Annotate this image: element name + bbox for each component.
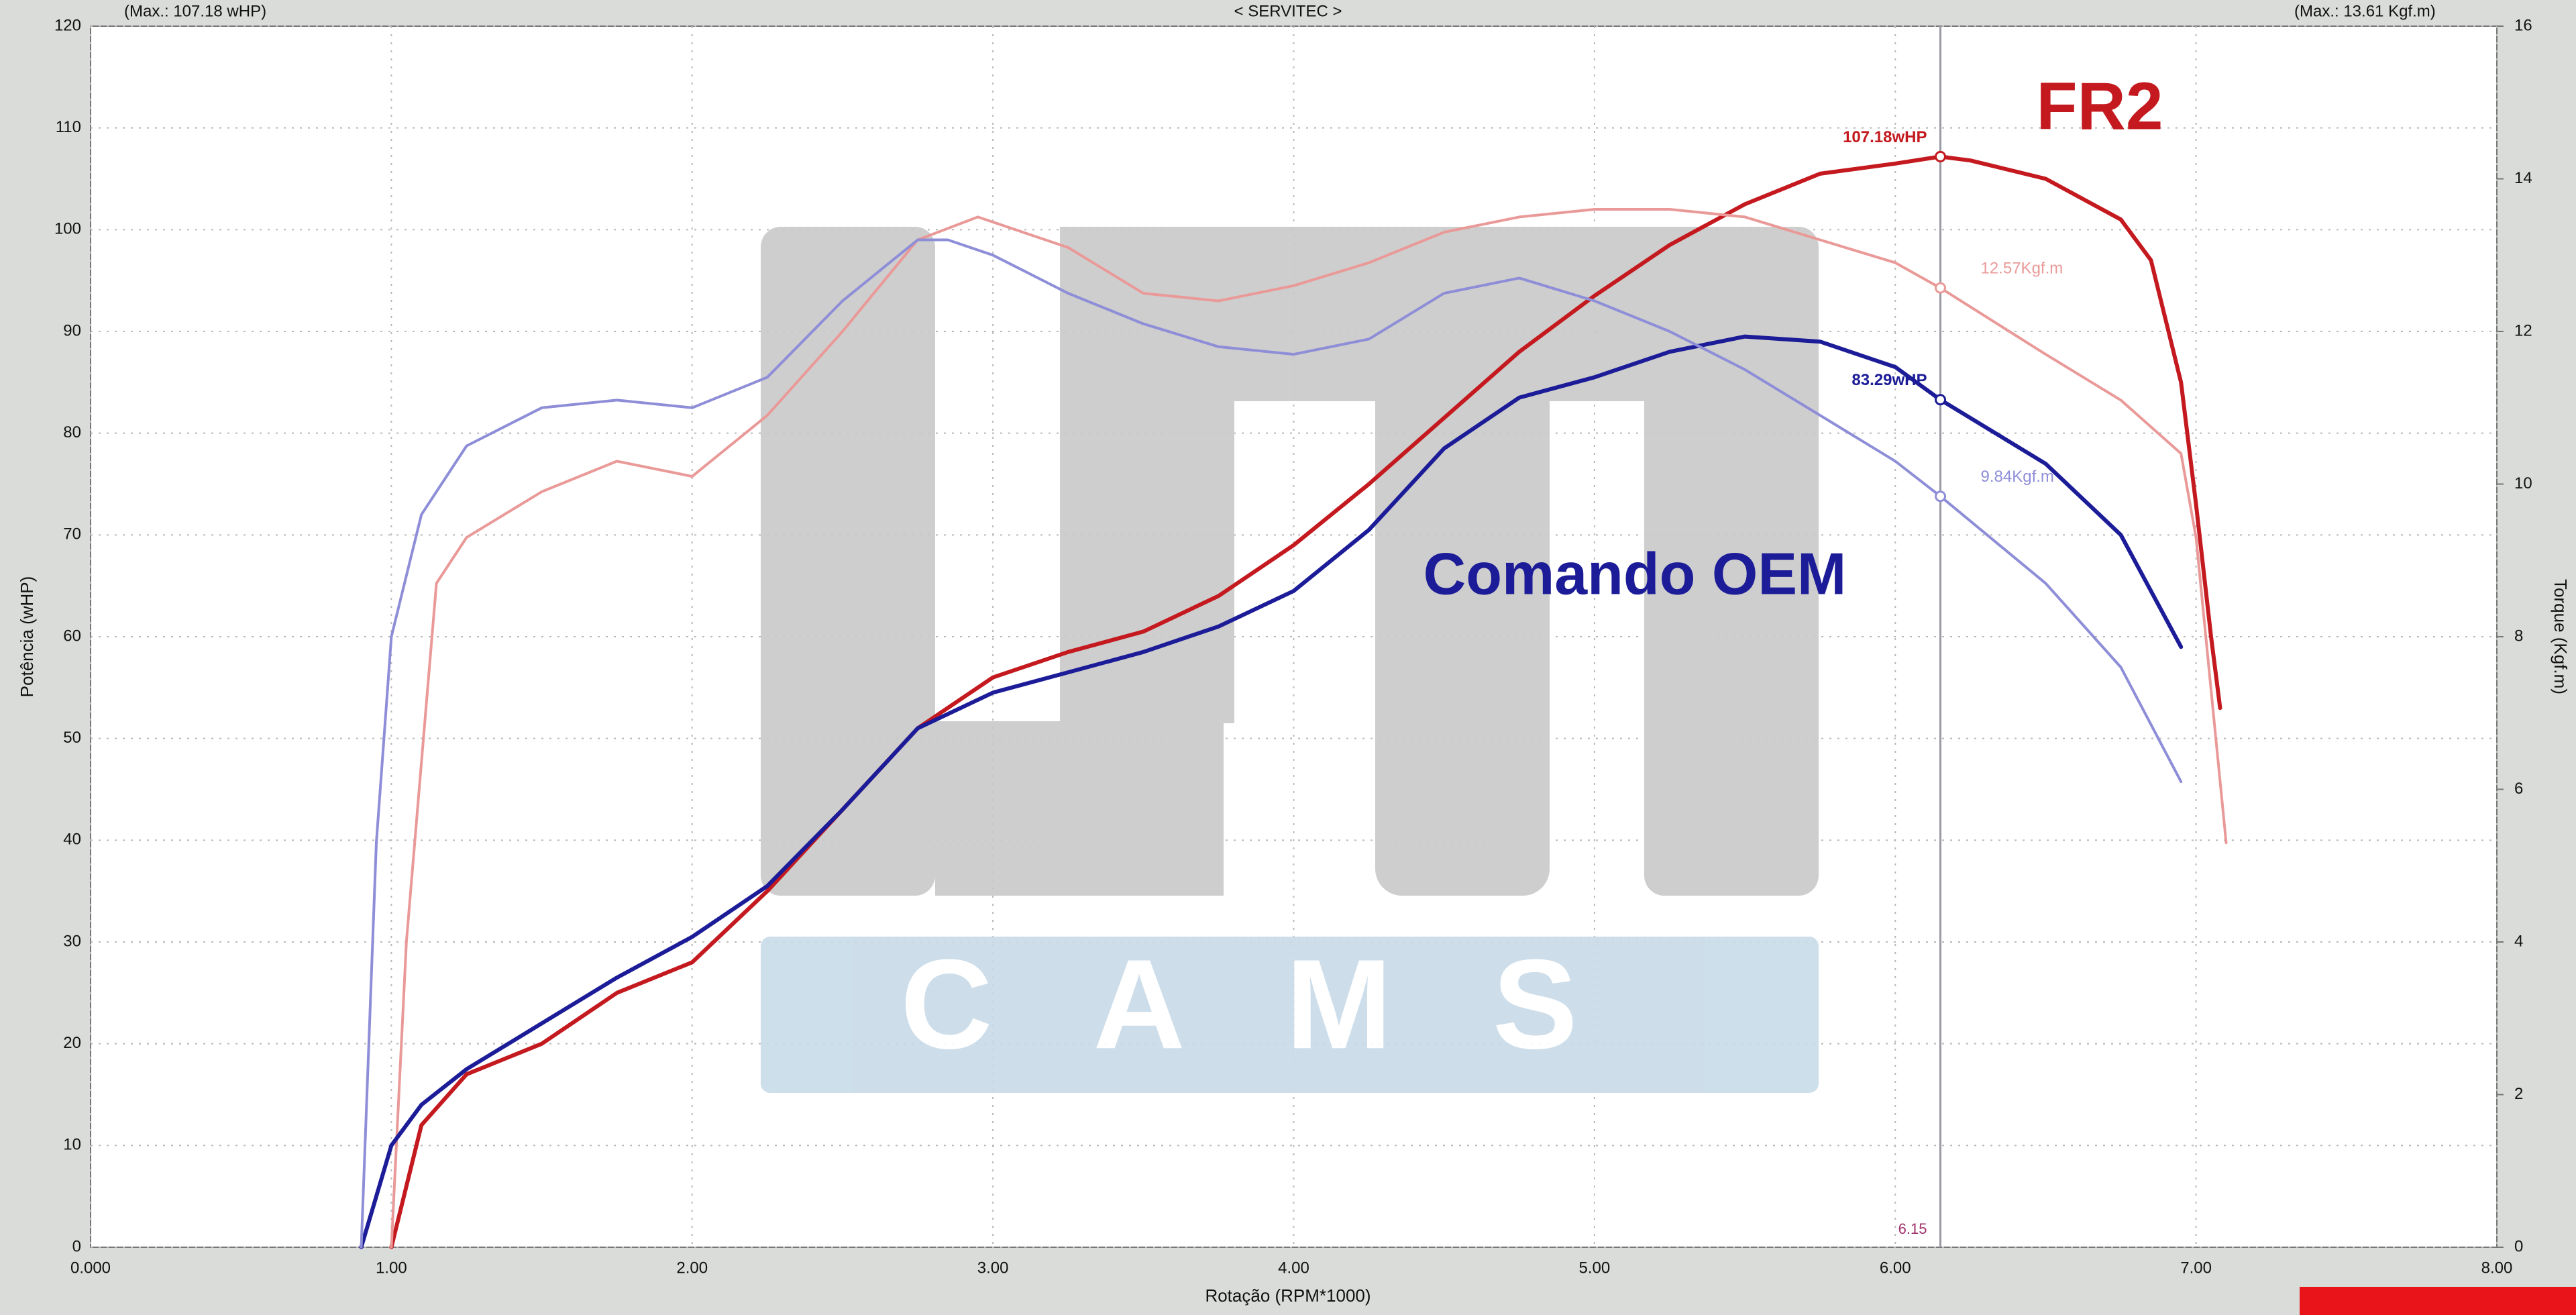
x-tick-label: 6.00 — [1880, 1259, 1911, 1277]
status-box — [2300, 1287, 2576, 1315]
logo-shape — [1644, 227, 1819, 896]
y2-tick-label: 8 — [2514, 627, 2523, 645]
cursor-marker — [1935, 150, 1947, 162]
y2-tick-label: 4 — [2514, 932, 2523, 950]
y-tick-label: 0 — [72, 1237, 81, 1255]
cursor-marker — [1935, 394, 1947, 406]
cursor-marker — [1935, 490, 1947, 503]
y-tick-label: 30 — [63, 932, 81, 950]
y-tick-label: 40 — [63, 831, 81, 849]
y-tick-label: 120 — [54, 16, 81, 34]
y-tick-label: 20 — [63, 1034, 81, 1052]
y-tick-label: 10 — [63, 1136, 81, 1154]
y2-tick-label: 16 — [2514, 16, 2532, 34]
grid — [90, 25, 2498, 1248]
y2-tick-label: 12 — [2514, 321, 2532, 339]
y2-tick-label: 14 — [2514, 169, 2532, 187]
x-tick-label: 4.00 — [1278, 1259, 1309, 1277]
cursor-label: 12.57Kgf.m — [1981, 260, 2063, 278]
series-line — [389, 154, 2222, 1249]
y-tick-label: 50 — [63, 729, 81, 747]
series-layer: 6.15 107.18wHP 12.57Kgf.m 83.29wHP 9.84Kgf.m… — [359, 26, 2228, 1249]
y2-tick-label: 10 — [2514, 474, 2532, 492]
y2-axis-title: Torque (Kgf.m) — [2551, 579, 2571, 694]
series-annotation: Comando OEM — [1424, 540, 1847, 607]
logo-shape — [761, 227, 935, 896]
y-tick-label: 110 — [56, 118, 81, 136]
cursor-x-label: 6.15 — [1898, 1220, 1927, 1237]
x-tick-label: 2.00 — [676, 1259, 708, 1277]
x-tick-label: 0.000 — [70, 1259, 111, 1277]
series-annotation: FR2 — [2037, 68, 2163, 144]
y-tick-label: 100 — [54, 220, 81, 238]
x-tick-label: 8.00 — [2481, 1259, 2513, 1277]
cursor-label: 83.29wHP — [1851, 371, 1927, 389]
cursor-label: 9.84Kgf.m — [1981, 468, 2054, 486]
y2-tick-label: 0 — [2514, 1237, 2523, 1255]
series-line — [360, 238, 2183, 1249]
header-right: (Max.: 13.61 Kgf.m) — [2294, 2, 2436, 20]
y-tick-label: 90 — [63, 321, 81, 339]
cursor-label: 107.18wHP — [1843, 128, 1927, 146]
logo-shape — [1060, 227, 1234, 723]
logo-band — [761, 937, 1819, 1093]
logo-shape — [1375, 349, 1550, 896]
series-line — [390, 208, 2228, 1249]
x-tick-label: 3.00 — [977, 1259, 1009, 1277]
x-tick-label: 7.00 — [2180, 1259, 2212, 1277]
watermark-logo: CAMS — [761, 227, 1819, 1093]
header-left: (Max.: 107.18 wHP) — [124, 2, 266, 20]
x-tick-label: 1.00 — [376, 1259, 407, 1277]
series-line — [359, 334, 2184, 1249]
y-tick-label: 60 — [63, 627, 81, 645]
x-axis-title: Rotação (RPM*1000) — [1205, 1285, 1371, 1306]
y2-tick-label: 2 — [2514, 1085, 2523, 1103]
cursor-marker — [1935, 282, 1947, 294]
x-tick-label: 5.00 — [1579, 1259, 1611, 1277]
y-tick-label: 80 — [63, 423, 81, 441]
y-tick-label: 70 — [63, 525, 81, 543]
logo-shape — [935, 721, 1224, 896]
chart-title: < SERVITEC > — [1234, 2, 1342, 20]
y-axis-title: Potência (wHP) — [17, 576, 37, 698]
watermark-text: CAMS — [900, 933, 1678, 1075]
y2-tick-label: 6 — [2514, 780, 2523, 798]
